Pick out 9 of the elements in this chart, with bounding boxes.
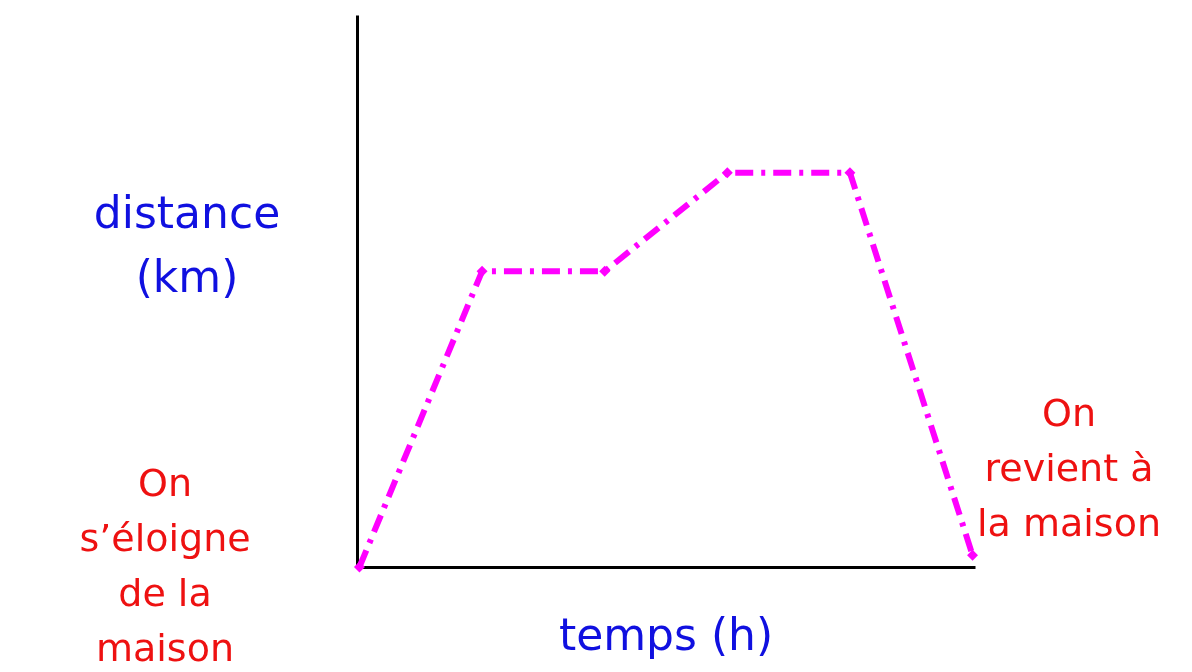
text: On revient à la maison xyxy=(977,391,1161,546)
x-axis-title: temps (h) xyxy=(558,609,774,660)
y-axis-title: distance (km) xyxy=(93,187,281,302)
point xyxy=(967,549,979,561)
point xyxy=(353,561,365,573)
point xyxy=(599,265,611,277)
text: On s’éloigne de la maison xyxy=(79,461,251,671)
point xyxy=(721,167,733,179)
point xyxy=(476,265,488,277)
